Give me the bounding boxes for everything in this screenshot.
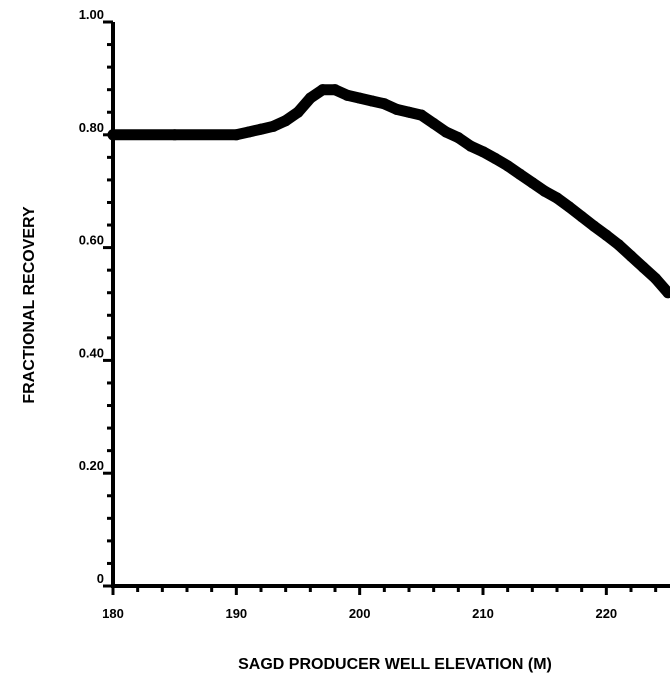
data-point — [293, 107, 304, 118]
data-point — [280, 115, 291, 126]
data-point — [502, 160, 513, 171]
data-point — [354, 93, 365, 104]
data-point — [330, 84, 341, 95]
data-point — [527, 177, 538, 188]
data-point — [317, 84, 328, 95]
data-point — [169, 129, 180, 140]
y-tick-label: 0 — [97, 571, 104, 586]
data-point — [342, 90, 353, 101]
data-point — [305, 93, 316, 104]
data-point — [404, 107, 415, 118]
x-tick-label: 190 — [225, 606, 247, 621]
y-axis-title: FRACTIONAL RECOVERY — [21, 206, 38, 404]
data-point — [626, 251, 637, 262]
data-point — [391, 104, 402, 115]
data-point — [428, 118, 439, 129]
y-tick-label: 0.20 — [79, 458, 104, 473]
data-point — [490, 153, 501, 164]
data-point — [515, 169, 526, 180]
data-point — [552, 192, 563, 203]
y-tick-label: 0.60 — [79, 233, 104, 248]
data-point — [243, 126, 254, 137]
x-tick-label: 210 — [472, 606, 494, 621]
data-point — [379, 98, 390, 109]
x-tick-label: 220 — [595, 606, 617, 621]
data-point — [576, 211, 587, 222]
data-point — [108, 129, 119, 140]
data-point — [601, 230, 612, 241]
data-point — [268, 121, 279, 132]
recovery-curve — [113, 90, 668, 293]
data-point — [564, 201, 575, 212]
data-point — [465, 141, 476, 152]
data-point — [478, 146, 489, 157]
data-point — [367, 95, 378, 106]
data-point — [613, 239, 624, 250]
x-tick-label: 200 — [349, 606, 371, 621]
x-tick-label: 180 — [102, 606, 124, 621]
data-point — [638, 262, 649, 273]
x-axis-title: SAGD PRODUCER WELL ELEVATION (M) — [238, 656, 552, 673]
data-point — [589, 221, 600, 232]
data-point — [416, 110, 427, 121]
data-point — [453, 132, 464, 143]
y-tick-label: 1.00 — [79, 7, 104, 22]
y-tick-label: 0.80 — [79, 120, 104, 135]
y-tick-label: 0.40 — [79, 345, 104, 360]
data-point — [256, 124, 267, 135]
data-point — [231, 129, 242, 140]
series-layer — [108, 84, 670, 298]
data-point — [650, 273, 661, 284]
data-point — [539, 186, 550, 197]
data-point — [441, 126, 452, 137]
